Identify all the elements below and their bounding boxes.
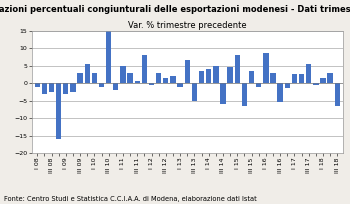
Bar	[278, 83, 283, 102]
Bar	[56, 83, 61, 139]
Bar	[63, 83, 69, 94]
Bar	[199, 71, 204, 83]
Bar	[328, 73, 333, 83]
Bar	[42, 83, 47, 94]
Bar	[220, 83, 226, 104]
Bar	[127, 73, 133, 83]
Bar	[206, 69, 211, 83]
Bar	[85, 64, 90, 83]
Bar	[156, 73, 161, 83]
Bar	[249, 71, 254, 83]
Text: Variazioni percentuali congiunturali delle esportazioni modenesi - Dati trimestr: Variazioni percentuali congiunturali del…	[0, 5, 350, 14]
Bar	[299, 74, 304, 83]
Bar	[70, 83, 76, 92]
Bar	[234, 55, 240, 83]
Title: Var. % trimestre precedente: Var. % trimestre precedente	[128, 21, 246, 30]
Bar	[149, 83, 154, 85]
Bar	[242, 83, 247, 106]
Bar	[306, 64, 312, 83]
Bar	[256, 83, 261, 86]
Bar	[49, 83, 54, 92]
Bar	[292, 74, 297, 83]
Bar	[120, 65, 126, 83]
Bar	[163, 78, 168, 83]
Text: Fonte: Centro Studi e Statistica C.C.I.A.A. di Modena, elaborazione dati Istat: Fonte: Centro Studi e Statistica C.C.I.A…	[4, 196, 256, 202]
Bar	[113, 83, 119, 90]
Bar	[192, 83, 197, 101]
Bar	[177, 83, 183, 86]
Bar	[99, 83, 104, 86]
Bar	[335, 83, 340, 106]
Bar	[35, 83, 40, 86]
Bar	[320, 78, 326, 83]
Bar	[106, 31, 111, 83]
Bar	[184, 60, 190, 83]
Bar	[92, 73, 97, 83]
Bar	[270, 73, 276, 83]
Bar	[313, 83, 318, 85]
Bar	[142, 55, 147, 83]
Bar	[285, 83, 290, 88]
Bar	[170, 76, 176, 83]
Bar	[228, 67, 233, 83]
Bar	[213, 65, 218, 83]
Bar	[263, 53, 268, 83]
Bar	[134, 81, 140, 83]
Bar	[77, 73, 83, 83]
